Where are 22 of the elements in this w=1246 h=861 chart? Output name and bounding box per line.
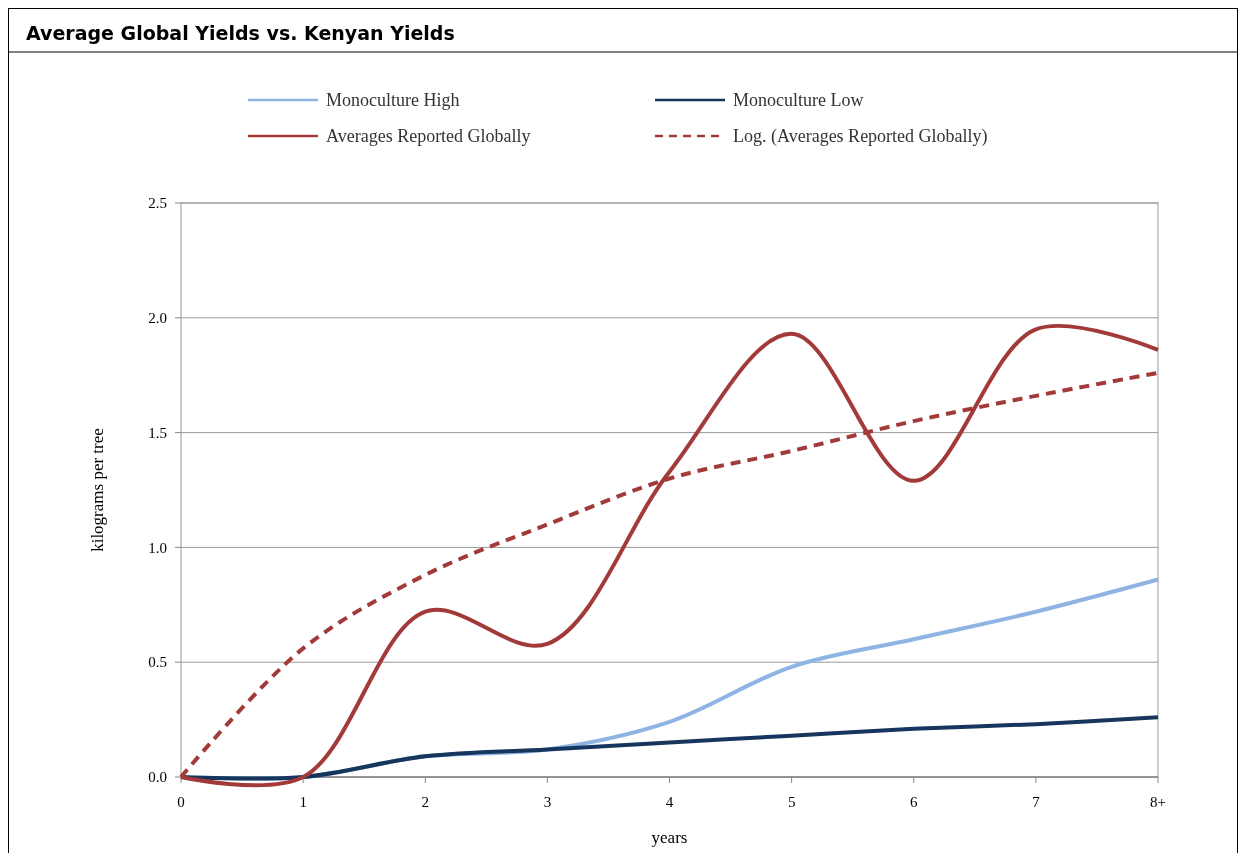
y-tick-label: 2.0 [148,310,167,327]
legend-label: Log. (Averages Reported Globally) [733,126,988,147]
chart-title: Average Global Yields vs. Kenyan Yields [26,22,455,44]
x-tick-label: 7 [1032,794,1041,810]
x-tick-label: 8+ [1150,794,1166,810]
x-tick-label: 0 [177,794,185,810]
y-axis-title: kilograms per tree [88,428,107,552]
y-tick-label: 1.5 [148,424,167,441]
legend-label: Monoculture High [326,90,460,110]
y-tick-label: 2.5 [148,195,167,212]
x-axis-title: years [651,828,688,847]
x-tick-label: 5 [787,794,796,810]
x-tick-label: 2 [421,794,429,810]
legend-label: Averages Reported Globally [326,126,531,146]
y-tick-label: 0.5 [148,654,167,671]
y-tick-label: 1.0 [148,539,167,556]
y-tick-label: 0.0 [148,769,167,786]
legend-label: Monoculture Low [733,90,864,110]
x-tick-label: 3 [543,794,552,810]
x-tick-label: 4 [665,794,674,810]
x-tick-label: 1 [299,794,307,810]
x-tick-label: 6 [910,794,918,810]
